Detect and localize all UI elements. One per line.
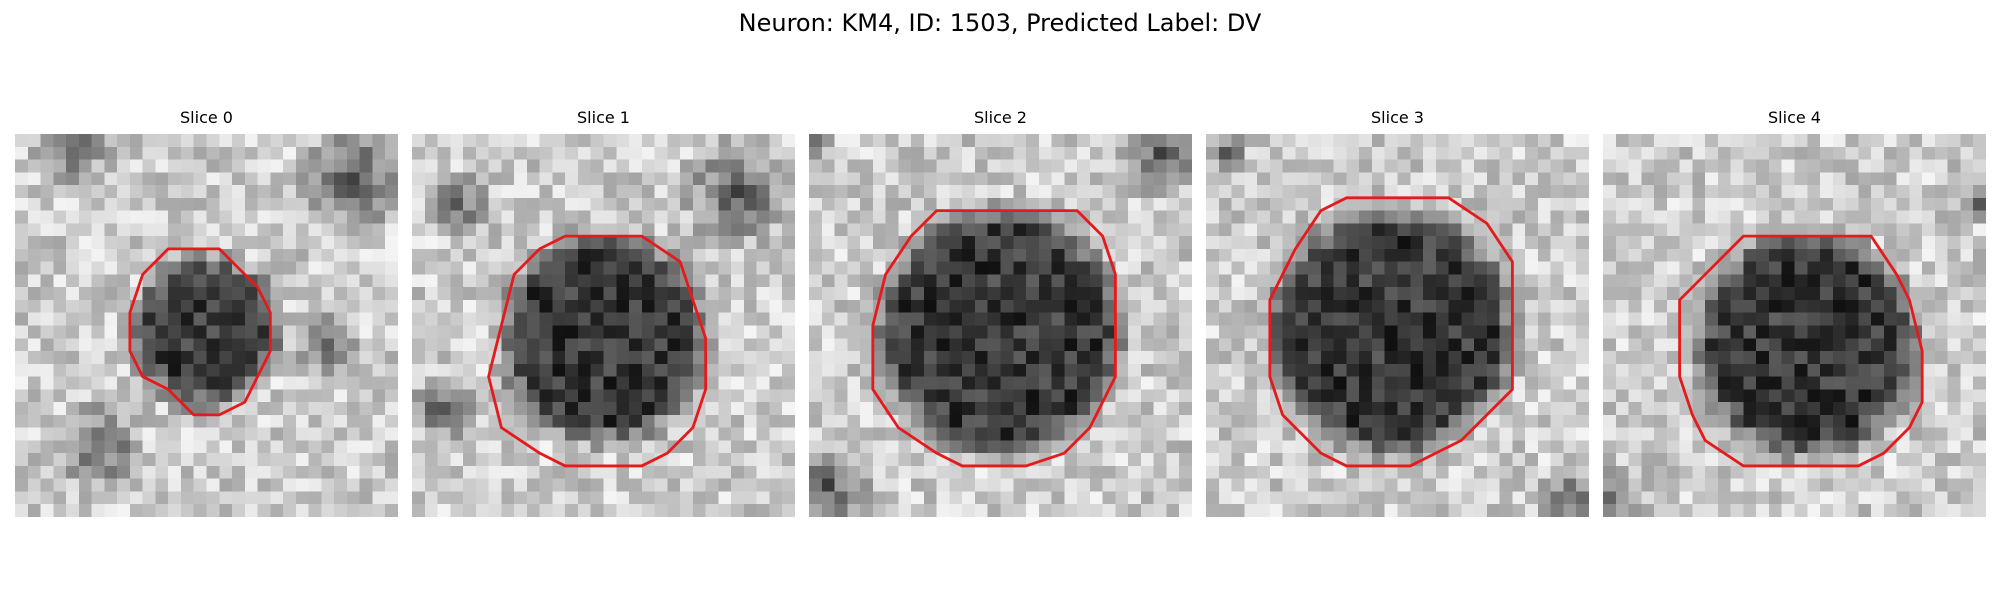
slice-title: Slice 1	[577, 108, 630, 127]
slice-title: Slice 4	[1768, 108, 1821, 127]
slice-panel-1: Slice 1	[412, 108, 795, 517]
segmentation-outline	[487, 234, 708, 468]
segmentation-outline	[1678, 234, 1924, 468]
slice-title: Slice 3	[1371, 108, 1424, 127]
segmentation-outline	[1268, 196, 1514, 468]
slice-panel-2: Slice 2	[809, 108, 1192, 517]
slice-image	[809, 134, 1192, 517]
segmentation-outline	[871, 209, 1117, 468]
slice-panel-0: Slice 0	[15, 108, 398, 517]
segmentation-outline	[128, 247, 272, 417]
slice-panel-4: Slice 4	[1603, 108, 1986, 517]
slice-title: Slice 0	[180, 108, 233, 127]
slice-image	[15, 134, 398, 517]
slice-image	[1206, 134, 1589, 517]
slice-title: Slice 2	[974, 108, 1027, 127]
slice-image	[1603, 134, 1986, 517]
slice-image	[412, 134, 795, 517]
slice-panel-3: Slice 3	[1206, 108, 1589, 517]
figure-title: Neuron: KM4, ID: 1503, Predicted Label: …	[738, 9, 1262, 37]
